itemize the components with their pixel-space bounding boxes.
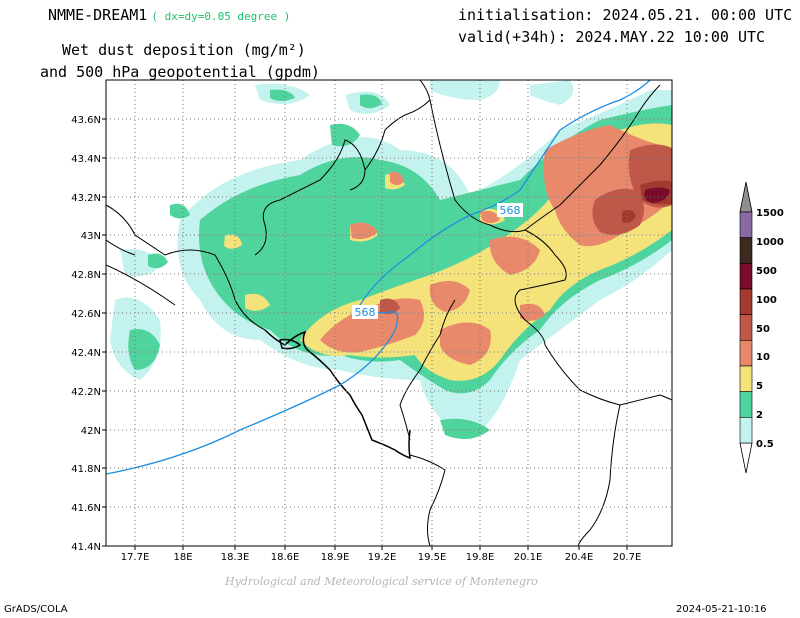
contour-label-1: 568 [352, 305, 378, 319]
lon-tick-label: 20.1E [514, 552, 543, 563]
resolution-label: ( dx=dy=0.05 degree ) [151, 10, 291, 23]
lat-tick-label: 42.6N [71, 309, 101, 320]
contour-label-text-1: 568 [355, 306, 376, 319]
contour-label-2: 568 [497, 203, 523, 217]
valid-time: valid(+34h): 2024.MAY.22 10:00 UTC [458, 28, 766, 46]
map-title-line1: Wet dust deposition (mg/m²) [62, 41, 306, 59]
legend-swatch [739, 237, 753, 264]
longitude-axis: 17.7E 18E 18.3E 18.6E 18.9E 19.2E 19.5E … [121, 552, 642, 563]
legend-swatch [739, 340, 753, 367]
latitude-axis: 43.6N 43.4N 43.2N 43N 42.8N 42.6N 42.4N … [71, 115, 101, 553]
lat-tick-label: 41.4N [71, 542, 101, 553]
legend-swatch [739, 314, 753, 341]
legend-swatch [739, 365, 753, 392]
coastline [264, 329, 411, 460]
axis-ticks [102, 118, 628, 550]
legend-label: 50 [756, 324, 770, 335]
legend-bottom-arrow [739, 442, 753, 474]
lon-tick-label: 20.7E [613, 552, 642, 563]
lon-tick-label: 19.5E [418, 552, 447, 563]
lon-tick-label: 20.4E [565, 552, 594, 563]
lat-tick-label: 42.4N [71, 348, 101, 359]
lon-tick-label: 18.3E [221, 552, 250, 563]
lon-tick-label: 17.7E [121, 552, 150, 563]
lon-tick-label: 19.2E [368, 552, 397, 563]
legend-label: 5 [756, 381, 763, 392]
legend-swatch [739, 288, 753, 315]
legend-label: 1000 [756, 237, 784, 248]
lon-tick-label: 18.9E [321, 552, 350, 563]
lat-tick-label: 41.6N [71, 503, 101, 514]
contour-label-text-2: 568 [500, 204, 521, 217]
legend-label: 500 [756, 266, 777, 277]
color-legend: 1500 1000 500 100 50 10 5 2 0.5 [739, 181, 784, 474]
graticule [106, 80, 672, 546]
legend-label: 100 [756, 295, 777, 306]
country-borders [106, 80, 672, 546]
legend-top-arrow [739, 181, 753, 213]
legend-label: 10 [756, 352, 770, 363]
deposition-field [106, 80, 672, 546]
lon-tick-label: 18E [173, 552, 192, 563]
lat-tick-label: 42.8N [71, 270, 101, 281]
lat-tick-label: 42N [81, 426, 101, 437]
lat-tick-label: 43.4N [71, 154, 101, 165]
initialisation-time: initialisation: 2024.05.21. 00:00 UTC [458, 6, 793, 24]
geopotential-contours [106, 80, 651, 475]
lon-tick-label: 18.6E [271, 552, 300, 563]
legend-label: 0.5 [756, 439, 774, 450]
legend-swatch [739, 263, 753, 290]
legend-label: 1500 [756, 208, 784, 219]
map-title-line2: and 500 hPa geopotential (gpdm) [40, 63, 320, 81]
software-label: GrADS/COLA [4, 604, 68, 615]
lat-tick-label: 43.6N [71, 115, 101, 126]
legend-swatch [739, 391, 753, 418]
deposition-level-500 [644, 187, 670, 203]
lat-tick-label: 43N [81, 231, 101, 242]
model-name: NMME-DREAM1( dx=dy=0.05 degree ) [48, 6, 290, 24]
legend-label: 2 [756, 410, 763, 421]
lat-tick-label: 42.2N [71, 387, 101, 398]
render-timestamp: 2024-05-21-10:16 [676, 604, 767, 615]
credit-text: Hydrological and Meteorological service … [225, 575, 538, 588]
deposition-level-50 [380, 144, 672, 315]
model-label: NMME-DREAM1 [48, 6, 148, 24]
lon-tick-label: 19.8E [466, 552, 495, 563]
lat-tick-label: 41.8N [71, 464, 101, 475]
lat-tick-label: 43.2N [71, 193, 101, 204]
legend-swatch [739, 211, 753, 238]
legend-swatch [739, 417, 753, 444]
